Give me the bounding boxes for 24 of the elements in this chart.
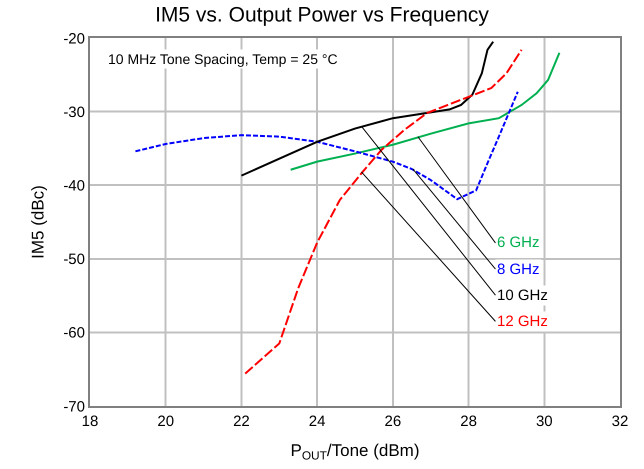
annotation: 10 GHz — [497, 287, 548, 304]
y-tick-label: -60 — [63, 324, 85, 342]
x-tick-label: 24 — [308, 413, 326, 430]
line-series — [290, 52, 560, 171]
annotation: 10 MHz Tone Spacing, Temp = 25 °C — [108, 51, 338, 67]
annotation: 6 GHz — [497, 234, 540, 251]
y-tick-label: -70 — [63, 398, 85, 416]
y-tick-label: -30 — [63, 104, 85, 121]
x-axis-title: P$_{OUT}$/Tone (dBm) — [290, 440, 420, 462]
x-tick-label: 28 — [460, 413, 477, 430]
x-tick-label: 20 — [157, 413, 174, 430]
x-tick-label: 18 — [82, 413, 98, 430]
x-tick-label: 30 — [536, 413, 553, 430]
x-tick-label: 32 — [612, 413, 628, 430]
chart-title: IM5 vs. Output Power vs Frequency — [155, 4, 490, 27]
annotation: 12 GHz — [497, 313, 548, 330]
annotation: 8 GHz — [497, 261, 540, 278]
line-series — [134, 90, 519, 200]
y-tick-label: -40 — [63, 177, 85, 194]
y-axis-title: IM5 (dBc) — [28, 185, 48, 259]
x-tick-label: 22 — [233, 413, 250, 430]
y-tick-label: -20 — [63, 30, 85, 48]
y-tick-label: -50 — [63, 251, 85, 268]
x-tick-label: 26 — [384, 413, 402, 430]
